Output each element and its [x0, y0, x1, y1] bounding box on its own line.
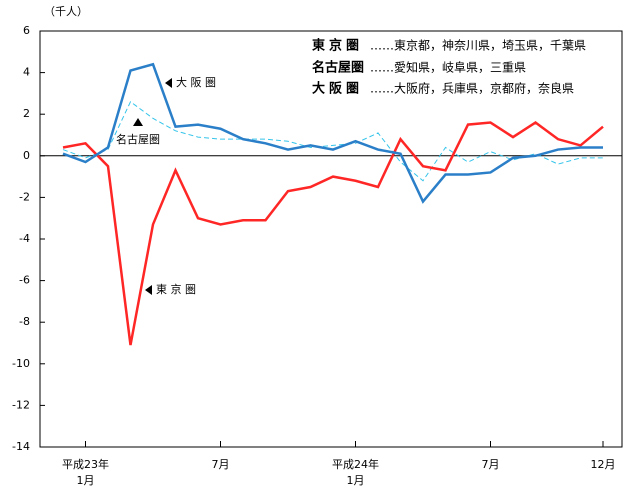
y-unit: （千人） [44, 5, 88, 18]
legend-members: ……大阪府，兵庫県，京都府，奈良県 [370, 81, 574, 96]
series-label: 東 京 圏 [156, 282, 196, 296]
data-line [62, 121, 604, 346]
data-line [62, 62, 603, 204]
x-tick-label: 12月 [591, 458, 616, 471]
y-tick-label: -4 [19, 232, 30, 245]
y-tick-label: -10 [12, 357, 30, 370]
arrow [145, 285, 152, 295]
legend-name: 東京圏 [312, 38, 363, 54]
y-tick-label: 0 [23, 149, 30, 162]
data-line [62, 100, 603, 182]
series-label: 名古屋圏 [116, 132, 160, 146]
legend-name: 名古屋圏 [312, 60, 364, 76]
arrow [133, 118, 143, 126]
legend-members: ……愛知県，岐阜県，三重県 [370, 61, 526, 75]
legend-name: 大阪圏 [312, 81, 363, 97]
x-tick-label: 7月 [482, 458, 500, 471]
y-tick-label: -6 [19, 274, 30, 287]
y-tick-label: -2 [19, 190, 30, 203]
x-tick-label: 7月 [212, 458, 230, 471]
y-tick-label: 6 [23, 24, 30, 37]
arrow [165, 78, 172, 88]
y-tick-label: -8 [19, 315, 30, 328]
y-tick-label: -14 [12, 440, 30, 453]
series-label: 大 阪 圏 [176, 75, 216, 89]
x-tick-label: 平成23年 1月 [62, 457, 109, 487]
legend-members: ……東京都，神奈川県，埼玉県，千葉県 [370, 39, 586, 53]
x-tick-label: 平成24年 1月 [332, 457, 379, 487]
y-tick-label: -12 [12, 398, 30, 411]
y-tick-label: 2 [23, 107, 30, 120]
y-tick-label: 4 [23, 66, 30, 79]
